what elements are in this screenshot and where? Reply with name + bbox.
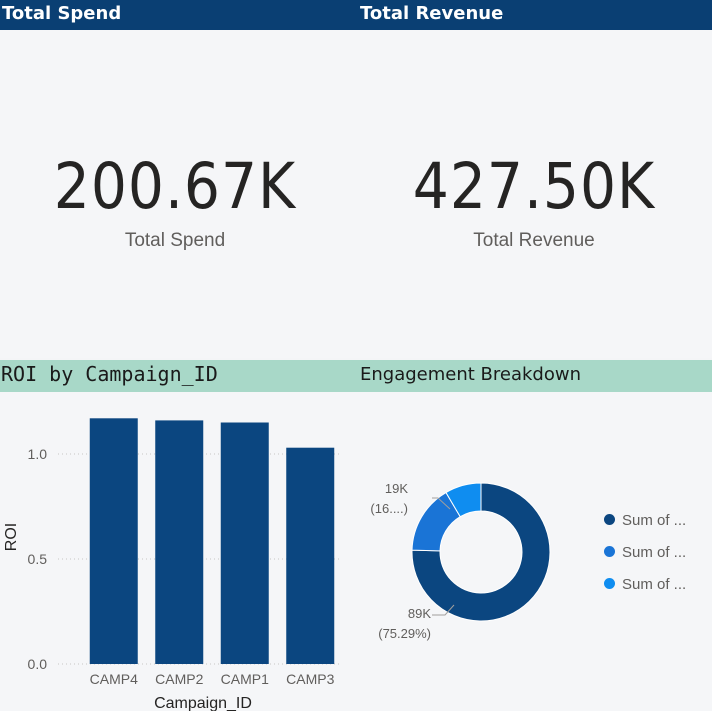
x-tick-label: CAMP1 — [221, 671, 269, 687]
data-label-percent: (75.29%) — [378, 626, 431, 641]
bar-camp3 — [286, 447, 335, 664]
data-label-percent: (16....) — [370, 501, 408, 516]
legend-label: Sum of ... — [622, 512, 687, 529]
legend-swatch — [604, 514, 615, 526]
total-spend-header: Total Spend — [0, 0, 356, 30]
x-axis-title: Campaign_ID — [154, 695, 252, 711]
y-tick-label: 0.5 — [28, 551, 48, 567]
legend-item[interactable]: Sum of ... — [604, 512, 686, 529]
leader-line — [432, 604, 455, 616]
legend-label: Sum of ... — [622, 576, 687, 593]
roi-panel: ROI by Campaign_ID 0.0 0.5 1.0 CAMP4 CAMP2 CA… — [0, 360, 354, 711]
total-spend-label: Total Spend — [124, 230, 226, 251]
total-revenue-label: Total Revenue — [473, 230, 595, 251]
data-label-value: 19K — [385, 481, 408, 496]
data-label-value: 89K — [408, 606, 431, 621]
x-tick-label: CAMP3 — [286, 671, 334, 687]
y-tick-label: 1.0 — [28, 446, 48, 462]
bar-camp4 — [89, 418, 138, 664]
donut-slice-3 — [445, 482, 482, 518]
legend-swatch — [604, 546, 615, 558]
x-tick-label: CAMP4 — [90, 671, 138, 687]
total-revenue-card: Total Revenue 427.50K Total Revenue — [356, 0, 712, 358]
roi-panel-header: ROI by Campaign_ID — [0, 360, 354, 392]
bar-camp1 — [220, 422, 269, 664]
legend-label: Sum of ... — [622, 544, 687, 561]
total-spend-value: 200.67K — [53, 150, 297, 223]
donut-slice-1 — [411, 482, 551, 622]
bar-camp2 — [155, 420, 204, 664]
roi-bar-chart: 0.0 0.5 1.0 CAMP4 CAMP2 CAMP1 CAMP3 Campaign_ID… — [3, 418, 342, 711]
total-revenue-value: 427.50K — [412, 150, 656, 223]
total-revenue-header: Total Revenue — [356, 0, 712, 30]
total-spend-card: Total Spend 200.67K Total Spend — [0, 0, 356, 358]
engagement-donut-chart: 19K (16....) 89K (75.29%) — [370, 481, 551, 641]
legend-swatch — [604, 578, 615, 590]
legend-item[interactable]: Sum of ... — [604, 544, 686, 561]
y-tick-label: 0.0 — [28, 656, 48, 672]
legend-item[interactable]: Sum of ... — [604, 576, 686, 593]
x-tick-label: CAMP2 — [155, 671, 203, 687]
leader-line — [432, 497, 451, 510]
engagement-panel-header: Engagement Breakdown — [354, 360, 712, 392]
y-axis-title: ROI — [3, 523, 20, 551]
